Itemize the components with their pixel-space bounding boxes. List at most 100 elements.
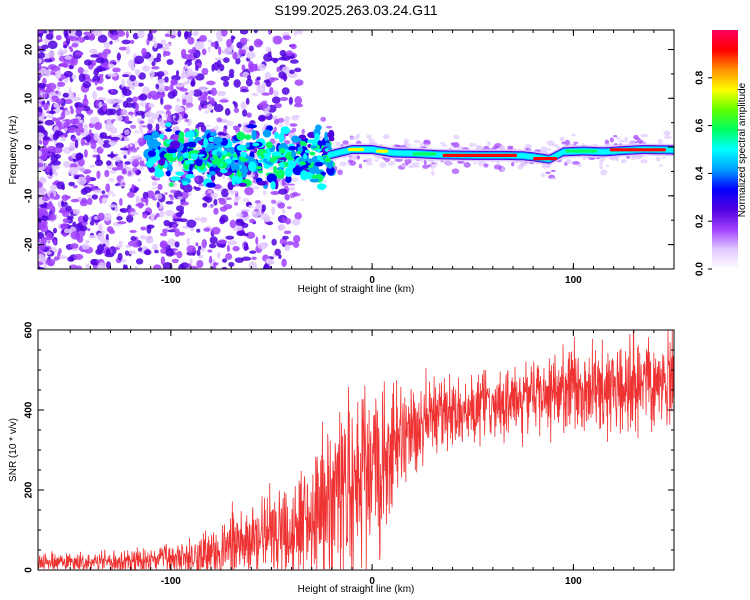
- noise-blob: [117, 221, 127, 225]
- halo-blob: [412, 162, 421, 165]
- noise-blob: [123, 154, 127, 159]
- noise-blob: [97, 223, 103, 232]
- halo-blob: [423, 143, 430, 148]
- halo-blob: [133, 162, 139, 167]
- halo-blob: [496, 160, 501, 165]
- noise-blob: [42, 136, 51, 141]
- noise-blob: [220, 30, 228, 37]
- cluster-blob: [328, 129, 335, 139]
- halo-blob: [169, 189, 178, 194]
- noise-blob: [105, 122, 114, 132]
- cluster-core: [286, 151, 293, 155]
- noise-blob: [69, 64, 74, 70]
- cluster-blob: [291, 137, 302, 143]
- y-tick-label: 20: [24, 44, 35, 56]
- noise-blob: [38, 94, 43, 101]
- noise-blob: [282, 35, 292, 41]
- halo-blob: [493, 164, 502, 170]
- noise-blob: [181, 54, 192, 60]
- noise-blob: [233, 102, 238, 109]
- noise-blob: [210, 192, 218, 199]
- noise-blob: [197, 245, 202, 251]
- noise-blob: [40, 221, 46, 225]
- noise-blob: [163, 104, 173, 111]
- cluster-blob: [271, 151, 282, 157]
- cluster-blob: [148, 166, 155, 173]
- noise-blob: [158, 92, 166, 98]
- halo-blob: [300, 199, 305, 202]
- cluster-core: [279, 154, 286, 158]
- noise-blob: [213, 104, 224, 113]
- cluster-blob: [167, 148, 178, 154]
- noise-blob: [81, 197, 88, 204]
- halo-blob: [618, 139, 625, 143]
- halo-blob: [550, 169, 556, 173]
- noise-blob: [83, 94, 88, 102]
- halo-blob: [122, 169, 126, 174]
- halo-blob: [545, 171, 551, 175]
- cluster-blob: [232, 153, 238, 159]
- noise-blob: [55, 90, 59, 94]
- halo-blob: [577, 163, 582, 168]
- noise-blob: [70, 107, 74, 115]
- noise-blob: [53, 239, 57, 245]
- noise-blob: [220, 76, 230, 82]
- noise-blob: [38, 132, 45, 139]
- noise-blob: [96, 232, 105, 241]
- noise-blob: [66, 215, 74, 220]
- noise-blob: [288, 96, 293, 105]
- halo-blob: [562, 143, 567, 146]
- noise-blob: [155, 213, 161, 218]
- halo-blob: [293, 114, 300, 118]
- cluster-blob: [222, 150, 228, 156]
- halo-blob: [155, 193, 163, 200]
- noise-blob: [111, 167, 120, 172]
- noise-blob: [246, 231, 256, 239]
- noise-blob: [48, 97, 53, 103]
- cluster-core: [309, 151, 316, 156]
- halo-blob: [134, 141, 138, 145]
- cluster-blob: [170, 176, 181, 182]
- noise-blob: [38, 149, 43, 158]
- ridge-peak: [442, 153, 518, 157]
- noise-blob: [62, 232, 67, 237]
- noise-blob: [64, 109, 71, 116]
- cluster-blob: [272, 166, 278, 174]
- noise-blob: [211, 63, 215, 72]
- noise-blob: [50, 160, 61, 166]
- halo-blob: [422, 164, 430, 169]
- cluster-blob: [248, 161, 257, 172]
- cluster-blob: [270, 181, 276, 190]
- halo-blob: [374, 159, 379, 162]
- halo-blob: [599, 164, 603, 170]
- halo-blob: [139, 101, 147, 107]
- noise-blob: [110, 151, 114, 159]
- noise-blob: [91, 194, 99, 200]
- y-tick-label: 400: [24, 401, 35, 418]
- noise-blob: [47, 40, 58, 50]
- cluster-core: [250, 156, 255, 162]
- noise-blob: [141, 47, 147, 56]
- noise-blob: [182, 184, 193, 193]
- noise-blob: [61, 201, 68, 207]
- halo-blob: [556, 145, 560, 149]
- halo-blob: [216, 117, 223, 123]
- halo-blob: [387, 162, 395, 166]
- noise-blob: [90, 54, 99, 58]
- halo-blob: [320, 116, 327, 122]
- noise-blob: [249, 250, 257, 254]
- halo-blob: [141, 125, 148, 128]
- cluster-core: [205, 147, 212, 152]
- noise-blob: [195, 242, 199, 247]
- noise-blob: [188, 71, 199, 77]
- cluster-core: [182, 152, 190, 159]
- noise-blob: [279, 49, 287, 57]
- noise-blob: [124, 161, 131, 165]
- noise-blob: [63, 228, 71, 234]
- noise-blob: [92, 75, 101, 83]
- noise-blob: [54, 129, 61, 139]
- halo-blob: [164, 113, 169, 119]
- noise-blob: [216, 60, 222, 68]
- noise-blob: [224, 107, 231, 116]
- noise-blob: [152, 243, 158, 251]
